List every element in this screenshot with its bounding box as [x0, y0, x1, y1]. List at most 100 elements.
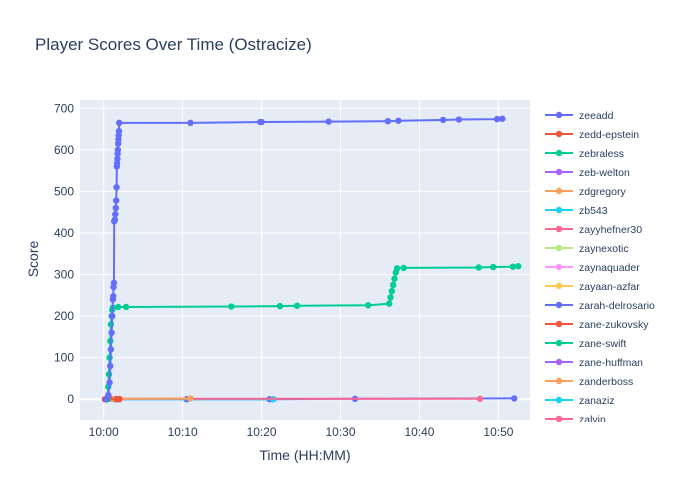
x-tick-label: 10:40	[404, 425, 434, 439]
legend-label: zeeadd	[579, 110, 614, 122]
x-tick-label: 10:30	[326, 425, 356, 439]
legend-marker	[555, 225, 563, 233]
legend-item-zayaan-azfar[interactable]: zayaan-azfar	[545, 281, 640, 293]
legend-item-zarah-delrosario[interactable]: zarah-delrosario	[545, 300, 655, 312]
data-point	[388, 287, 396, 295]
data-point	[110, 279, 118, 287]
legend-marker	[555, 149, 563, 157]
y-tick-labels: 0 100 200 300 400 500 600 700	[54, 101, 74, 406]
data-point	[439, 116, 447, 124]
chart-title: Player Scores Over Time (Ostracize)	[35, 35, 312, 54]
legend-label: zane-swift	[579, 338, 626, 350]
legend-label: zayyhefner30	[579, 224, 642, 236]
x-tick-labels: 10:00 10:10 10:20 10:30 10:40 10:50	[89, 425, 514, 439]
legend-marker	[555, 187, 563, 195]
legend-marker	[555, 282, 563, 290]
y-tick-label: 100	[54, 351, 74, 365]
series-zeeadd	[103, 115, 506, 403]
data-point	[110, 292, 117, 300]
y-tick-label: 500	[54, 184, 74, 198]
data-point	[107, 346, 115, 353]
x-tick-label: 10:00	[89, 425, 119, 439]
x-tick-label: 10:10	[168, 425, 198, 439]
data-point	[112, 204, 119, 212]
legend-marker	[555, 396, 563, 404]
legend-label: zeb-welton	[579, 167, 630, 179]
legend-item-zalvin[interactable]: zalvin	[545, 414, 606, 426]
legend-marker	[555, 206, 563, 214]
legend-item-zb543[interactable]: zb543	[545, 205, 608, 217]
data-point	[293, 302, 301, 309]
legend-marker	[555, 358, 563, 366]
data-point	[107, 362, 114, 370]
legend-label: zanaziz	[579, 395, 615, 407]
y-tick-label: 0	[67, 392, 74, 406]
legend-label: zaynexotic	[579, 243, 629, 255]
legend-label: zayaan-azfar	[579, 281, 640, 293]
x-tick-label: 10:50	[483, 425, 513, 439]
data-point	[455, 116, 463, 123]
data-point	[475, 264, 482, 271]
legend-label: zalvin	[579, 414, 606, 426]
legend-marker	[555, 263, 563, 271]
data-point	[111, 216, 119, 223]
data-point	[187, 395, 194, 402]
data-point	[511, 395, 518, 402]
data-point	[228, 303, 235, 310]
plot-background	[80, 100, 530, 420]
data-point	[116, 396, 123, 403]
legend-item-zayyhefner30[interactable]: zayyhefner30	[545, 224, 642, 236]
data-point	[112, 197, 120, 204]
data-point	[364, 302, 372, 309]
legend-label: zebraless	[579, 148, 624, 160]
data-point	[389, 281, 397, 289]
legend-item-zebraless[interactable]: zebraless	[545, 148, 624, 160]
data-point	[114, 146, 122, 154]
data-point	[258, 118, 265, 126]
y-tick-label: 400	[54, 226, 74, 240]
legend-item-zanderboss[interactable]: zanderboss	[545, 376, 633, 388]
data-point	[395, 117, 402, 124]
legend-label: zdgregory	[579, 186, 626, 198]
legend-item-zeb-welton[interactable]: zeb-welton	[545, 167, 630, 179]
data-point	[112, 211, 119, 218]
x-tick-label: 10:20	[247, 425, 277, 439]
y-tick-label: 700	[54, 101, 74, 115]
legend-marker	[555, 244, 563, 252]
series-layer	[101, 115, 522, 403]
legend-item-zdgregory[interactable]: zdgregory	[545, 186, 626, 198]
data-point	[115, 127, 123, 135]
data-point	[489, 263, 497, 271]
data-point	[493, 115, 501, 123]
legend-item-zaynaquader[interactable]: zaynaquader	[545, 262, 640, 274]
legend-label: zane-zukovsky	[579, 319, 649, 331]
data-point	[122, 303, 130, 311]
legend-item-zedd-epstein[interactable]: zedd-epstein	[545, 129, 639, 141]
legend-item-zane-zukovsky[interactable]: zane-zukovsky	[545, 319, 649, 331]
legend-label: zane-huffman	[579, 357, 643, 369]
y-tick-label: 600	[54, 143, 74, 157]
y-tick-label: 300	[54, 268, 74, 282]
legend-item-zane-swift[interactable]: zane-swift	[545, 338, 626, 350]
data-point	[384, 117, 392, 125]
legend-item-zane-huffman[interactable]: zane-huffman	[545, 357, 643, 369]
data-point	[113, 184, 120, 191]
data-point	[387, 294, 394, 301]
legend-marker	[555, 339, 563, 347]
legend-marker	[555, 377, 563, 385]
legend-label: zedd-epstein	[579, 129, 639, 141]
legend-label: zanderboss	[579, 376, 633, 388]
data-point	[476, 395, 484, 403]
legend-label: zb543	[579, 205, 608, 217]
legend-item-zaynexotic[interactable]: zaynexotic	[545, 243, 629, 255]
data-point	[276, 302, 284, 310]
legend-item-zeeadd[interactable]: zeeadd	[545, 110, 614, 122]
y-axis-title: Score	[25, 241, 41, 278]
legend[interactable]: zeeadd zedd-epstein zebraless zeb-welton zdg…	[545, 110, 655, 426]
legend-item-zanaziz[interactable]: zanaziz	[545, 395, 615, 407]
legend-marker	[555, 320, 563, 328]
data-point	[106, 379, 113, 386]
legend-marker	[555, 301, 563, 309]
legend-marker	[555, 130, 563, 138]
